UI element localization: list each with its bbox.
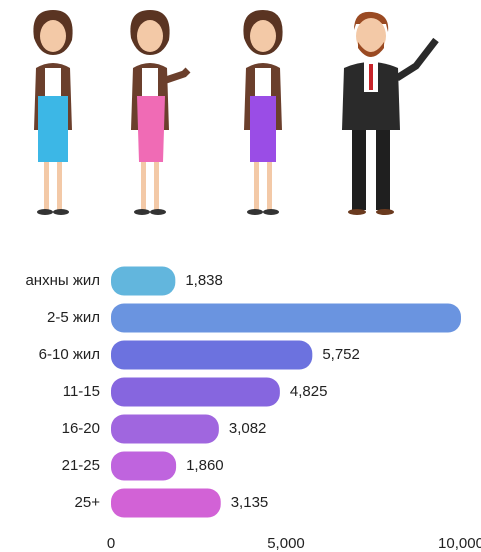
bar: [111, 489, 221, 518]
bar: [111, 267, 175, 296]
y-tick-label: анхны жил: [25, 272, 100, 289]
y-tick-label: 25+: [75, 494, 101, 511]
y-tick-label: 6-10 жил: [39, 346, 100, 363]
y-tick-label: 21-25: [62, 457, 100, 474]
bar: [111, 452, 176, 481]
value-label: 1,860: [186, 457, 224, 474]
bar: [111, 341, 312, 370]
bar: [111, 304, 461, 333]
person-illustration: [342, 12, 436, 215]
chart: 0 5,000 10,000 анхны жил 1,838 2-5 жил 6-10 жи…: [0, 0, 481, 552]
bar: [111, 415, 219, 444]
x-tick-label: 0: [107, 535, 115, 552]
x-tick-label: 10,000: [438, 535, 481, 552]
value-label: 4,825: [290, 383, 328, 400]
person-illustration: [33, 10, 72, 215]
value-label: 3,082: [229, 420, 267, 437]
y-tick-label: 11-15: [63, 383, 100, 400]
y-tick-label: 16-20: [62, 420, 100, 437]
illustrations: [33, 10, 436, 215]
person-illustration: [130, 10, 188, 215]
bar: [111, 378, 280, 407]
x-tick-label: 5,000: [267, 535, 305, 552]
value-label: 1,838: [185, 272, 223, 289]
y-tick-label: 2-5 жил: [47, 309, 100, 326]
value-label: 3,135: [231, 494, 269, 511]
person-illustration: [243, 10, 282, 215]
page: {"chart_data": {"type": "bar", "orientat…: [0, 0, 481, 552]
value-label: 5,752: [322, 346, 360, 363]
